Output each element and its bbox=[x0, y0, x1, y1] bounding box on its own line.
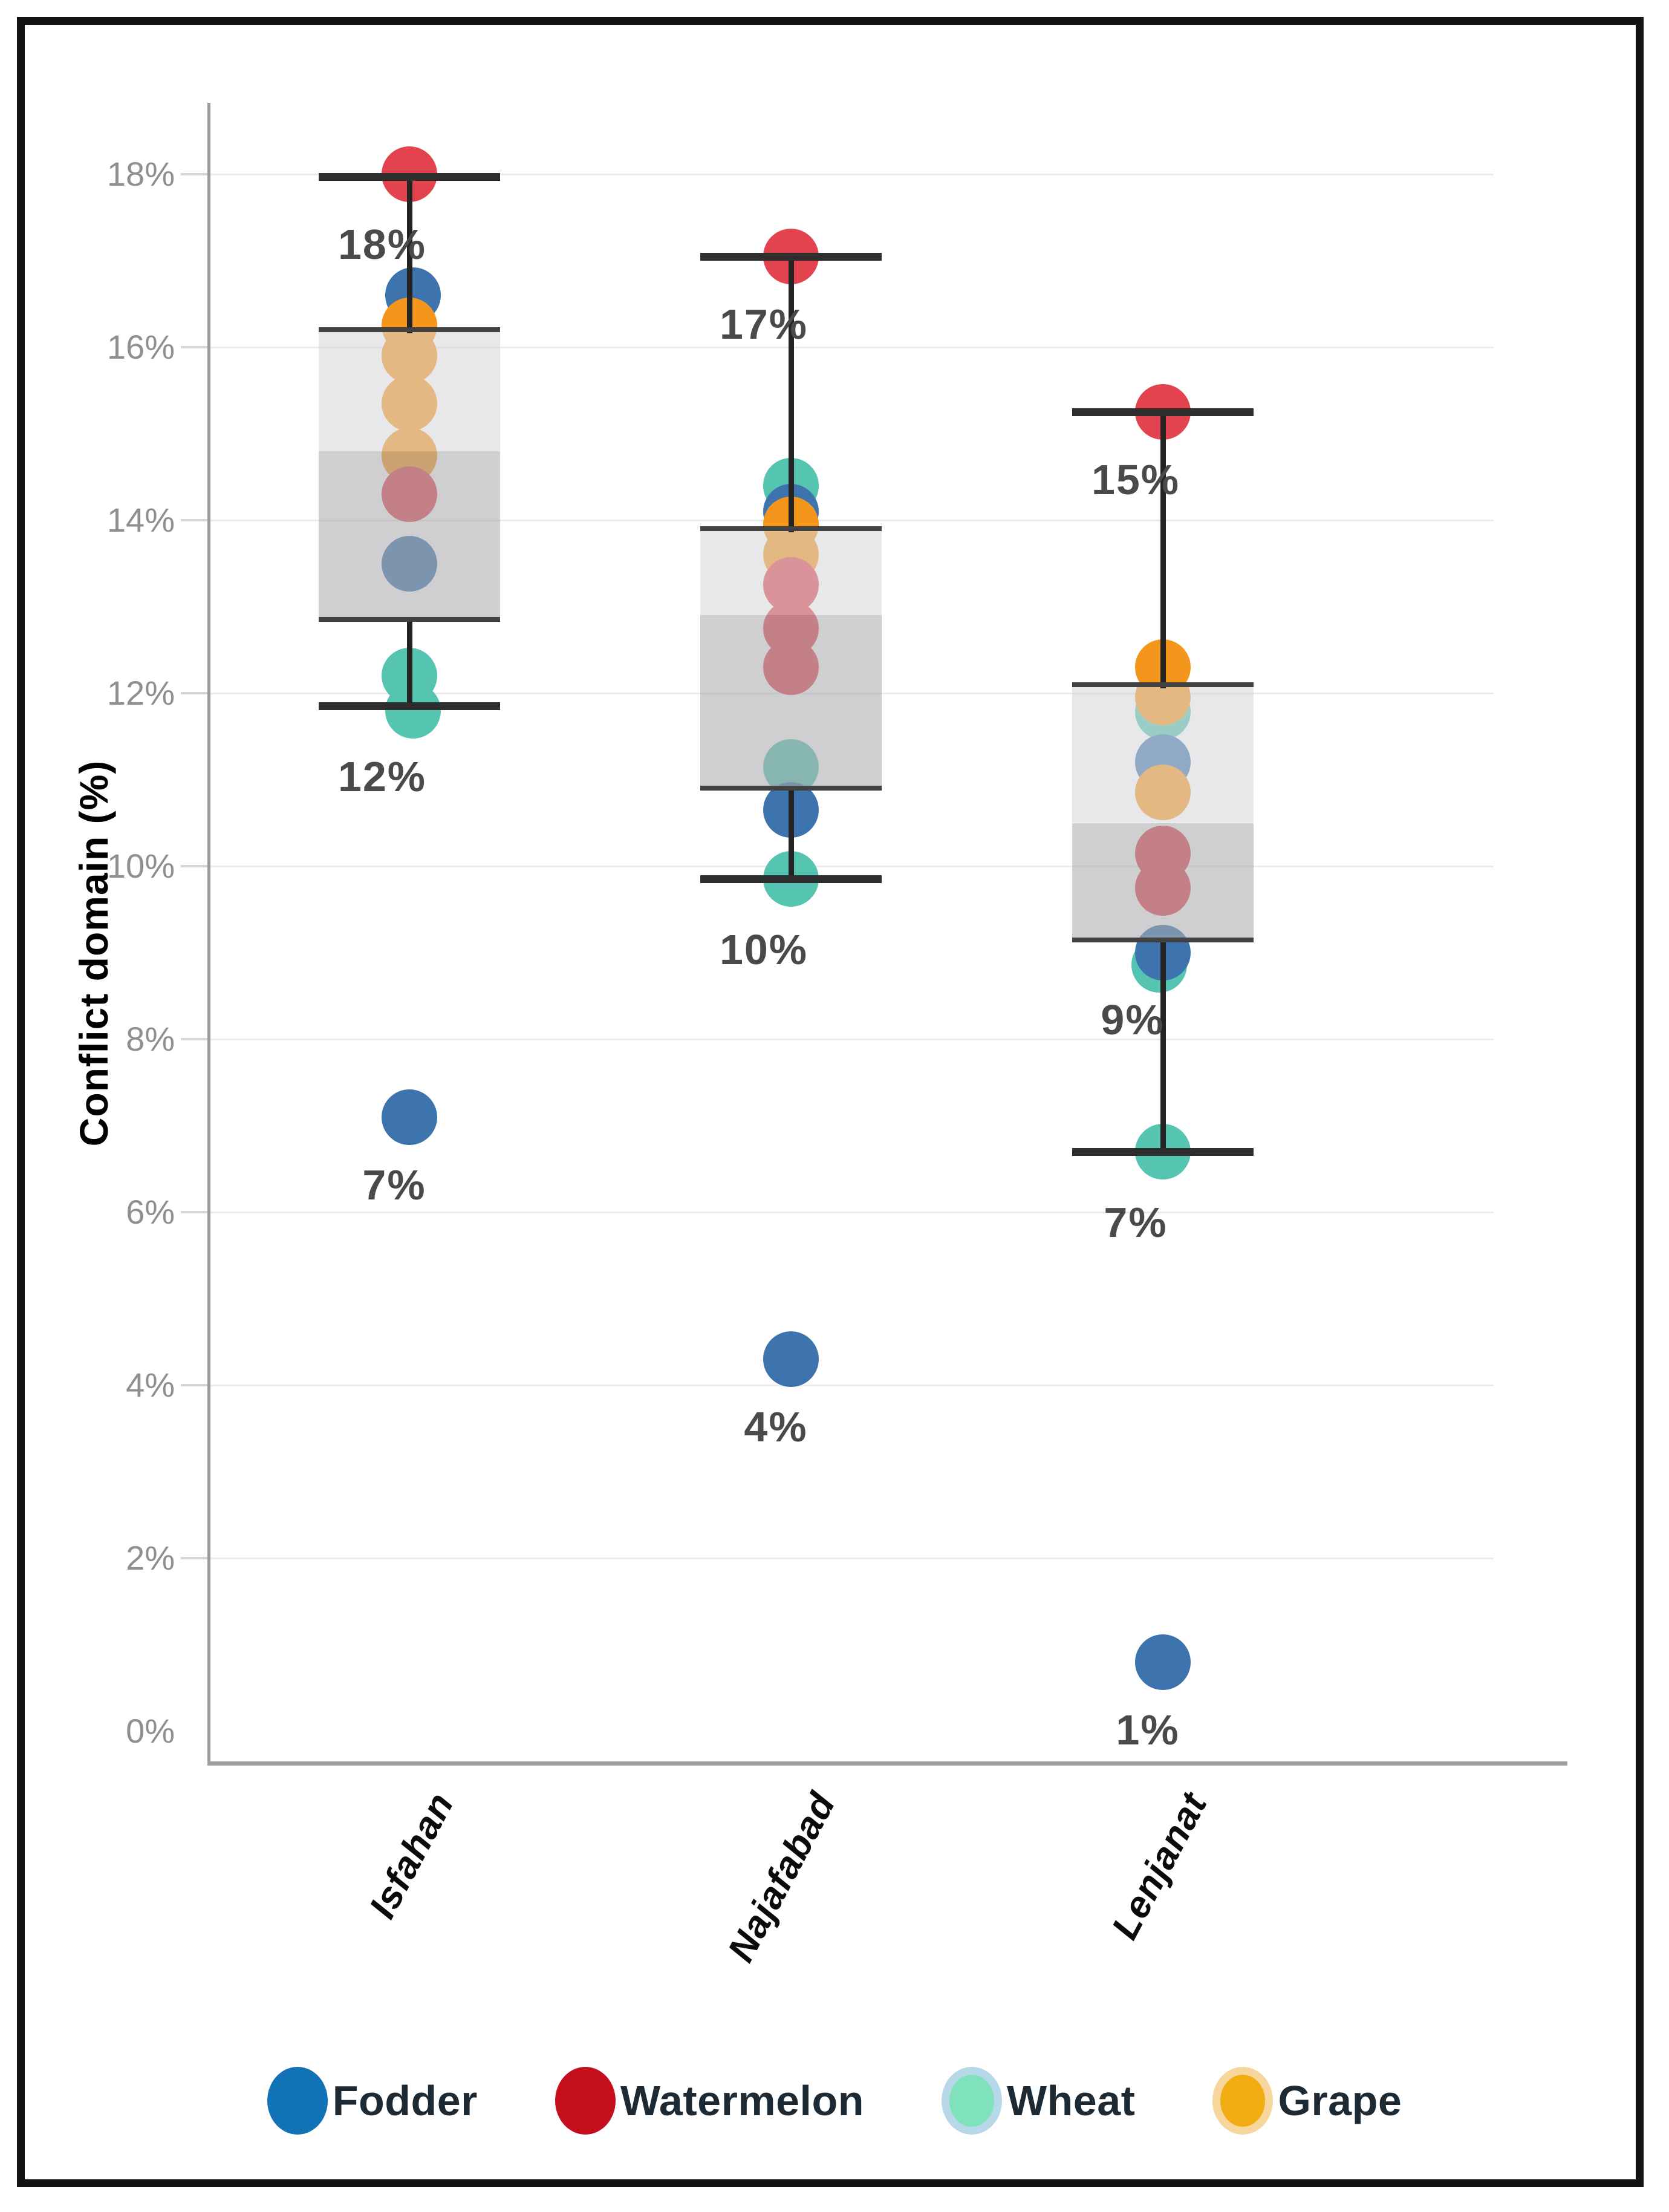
grid-line bbox=[207, 1039, 1494, 1040]
y-tick-mark bbox=[181, 519, 207, 521]
legend-marker-circle bbox=[267, 2067, 328, 2135]
value-annotation: 7% bbox=[362, 1161, 426, 1209]
whisker-cap-low bbox=[700, 875, 882, 884]
y-tick-label: 14% bbox=[106, 501, 175, 539]
data-point bbox=[1135, 1634, 1191, 1690]
grid-line bbox=[207, 347, 1494, 348]
grid-line bbox=[207, 1212, 1494, 1213]
y-tick-label: 18% bbox=[106, 155, 175, 193]
grid-line bbox=[207, 174, 1494, 175]
legend-item-label: Wheat bbox=[1006, 2077, 1136, 2124]
upper-whisker-line bbox=[407, 177, 412, 334]
box-q1-edge bbox=[700, 786, 882, 791]
value-annotation: 7% bbox=[1104, 1198, 1168, 1246]
y-tick-mark bbox=[181, 1384, 207, 1386]
legend-item: Grape bbox=[1212, 2067, 1402, 2135]
lower-whisker-line bbox=[1160, 939, 1166, 1154]
grid-line bbox=[207, 866, 1494, 867]
legend: Fodder Watermelon Wheat Grape bbox=[0, 2061, 1669, 2140]
whisker-cap-high bbox=[1072, 408, 1254, 417]
box-q3-edge bbox=[700, 526, 882, 532]
legend-marker-circle bbox=[1212, 2067, 1274, 2135]
y-tick-mark bbox=[181, 692, 207, 694]
legend-item-label: Fodder bbox=[332, 2077, 478, 2124]
box-lower-fill bbox=[1072, 823, 1254, 940]
lower-whisker-line bbox=[789, 788, 794, 882]
figure-border-frame bbox=[17, 17, 1644, 2187]
box-q1-edge bbox=[319, 617, 500, 622]
box-upper-fill bbox=[319, 330, 500, 451]
y-tick-mark bbox=[181, 346, 207, 348]
legend-item-label: Grape bbox=[1278, 2077, 1402, 2124]
y-tick-mark bbox=[181, 1211, 207, 1213]
box-q3-edge bbox=[319, 327, 500, 333]
y-axis-line bbox=[207, 103, 210, 1766]
value-annotation: 10% bbox=[719, 926, 808, 974]
y-tick-mark bbox=[181, 173, 207, 175]
value-annotation: 1% bbox=[1116, 1706, 1180, 1754]
legend-marker-circle bbox=[555, 2067, 616, 2135]
data-point bbox=[763, 1331, 819, 1388]
whisker-cap-low bbox=[319, 702, 500, 711]
value-annotation: 4% bbox=[744, 1403, 808, 1451]
box-lower-fill bbox=[700, 615, 882, 789]
y-tick-label: 10% bbox=[106, 847, 175, 885]
box-upper-fill bbox=[700, 529, 882, 616]
x-axis-line bbox=[207, 1761, 1567, 1766]
legend-item: Watermelon bbox=[555, 2067, 864, 2135]
y-tick-label: 4% bbox=[126, 1366, 175, 1404]
upper-whisker-line bbox=[1160, 412, 1166, 688]
box-upper-fill bbox=[1072, 684, 1254, 823]
upper-whisker-line bbox=[789, 256, 794, 533]
lower-whisker-line bbox=[407, 619, 412, 709]
legend-item: Fodder bbox=[267, 2067, 478, 2135]
y-tick-label: 16% bbox=[106, 328, 175, 366]
value-annotation: 18% bbox=[337, 221, 427, 269]
whisker-cap-high bbox=[319, 173, 500, 181]
y-tick-label: 12% bbox=[106, 674, 175, 712]
box-q1-edge bbox=[1072, 937, 1254, 942]
whisker-cap-high bbox=[700, 252, 882, 261]
data-point bbox=[382, 1089, 437, 1145]
whisker-cap-low bbox=[1072, 1147, 1254, 1156]
y-tick-mark bbox=[181, 1557, 207, 1559]
y-tick-label: 0% bbox=[126, 1712, 175, 1750]
value-annotation: 15% bbox=[1091, 456, 1180, 504]
grid-line bbox=[207, 1558, 1494, 1559]
y-tick-label: 6% bbox=[126, 1193, 175, 1231]
value-annotation: 12% bbox=[337, 753, 427, 801]
grid-line bbox=[207, 520, 1494, 521]
y-tick-mark bbox=[181, 1038, 207, 1040]
data-point bbox=[385, 682, 441, 739]
y-tick-label: 2% bbox=[126, 1539, 175, 1577]
legend-item: Wheat bbox=[941, 2067, 1136, 2135]
box-lower-fill bbox=[319, 451, 500, 620]
value-annotation: 9% bbox=[1101, 996, 1165, 1043]
y-tick-label: 8% bbox=[126, 1020, 175, 1058]
legend-item-label: Watermelon bbox=[620, 2077, 864, 2124]
y-tick-mark bbox=[181, 865, 207, 867]
legend-marker-circle bbox=[941, 2067, 1002, 2135]
box-q3-edge bbox=[1072, 682, 1254, 687]
grid-line bbox=[207, 1385, 1494, 1386]
value-annotation: 17% bbox=[719, 300, 808, 348]
